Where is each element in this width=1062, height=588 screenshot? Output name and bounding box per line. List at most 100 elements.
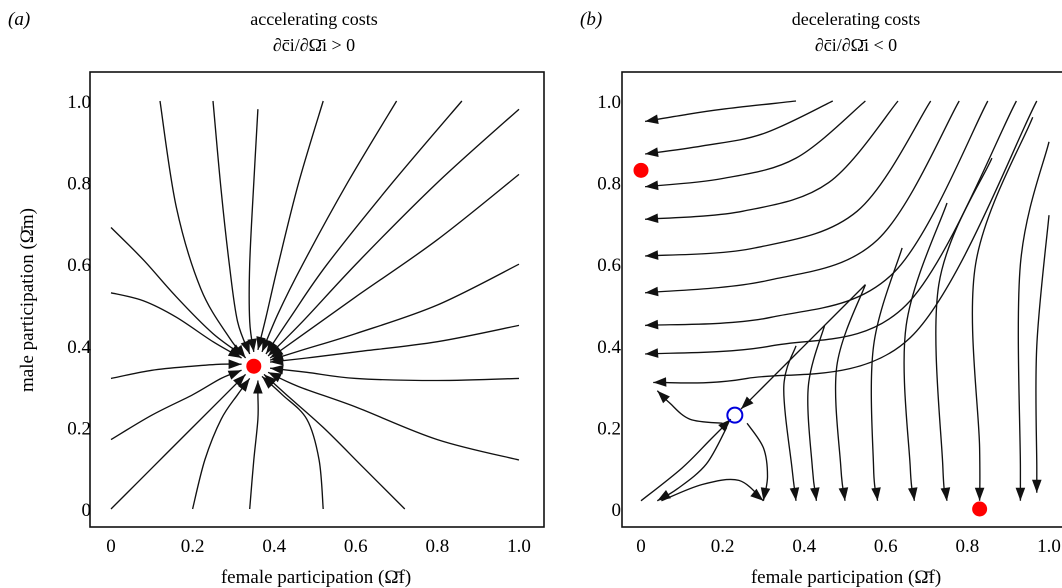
- streamline-a-18: [110, 363, 242, 380]
- streamline-b-0: [644, 100, 797, 123]
- x-tick-label-a-0: 0: [106, 536, 116, 557]
- arrowhead-a-18: [228, 359, 242, 369]
- arrowhead-a-9: [270, 355, 284, 366]
- arrowhead-b-7: [645, 348, 659, 358]
- arrowhead-b-17: [838, 487, 849, 501]
- streamline-a-2: [248, 109, 259, 352]
- streamline-a-4: [261, 100, 398, 353]
- arrowhead-a-16: [233, 374, 246, 387]
- panel-a-y-axis-label: male participation (Ω̄m): [17, 208, 38, 392]
- panel-a-streamlines: [110, 100, 520, 510]
- streamline-a-1: [212, 100, 251, 355]
- streamline-b-4: [645, 100, 932, 257]
- y-tick-label-a-0: 0: [82, 500, 92, 521]
- y-tick-label-b-5: 1.0: [597, 92, 621, 113]
- arrowhead-b-14: [750, 488, 764, 501]
- panel-a-plot-frame: [89, 71, 545, 528]
- streamline-a-14: [249, 380, 259, 510]
- streamline-b-16: [807, 325, 826, 501]
- arrowhead-a-20: [230, 344, 244, 356]
- streamline-a-8: [269, 263, 520, 361]
- streamline-a-17: [110, 369, 242, 441]
- streamline-a-13: [261, 375, 324, 510]
- streamline-a-20: [110, 227, 244, 357]
- streamline-b-15: [783, 345, 797, 501]
- arrowhead-b-15: [789, 487, 800, 501]
- arrowhead-b-5: [645, 286, 659, 297]
- x-tick-label-b-0: 0: [636, 536, 646, 557]
- arrowhead-a-14: [253, 380, 263, 394]
- streamline-a-6: [267, 108, 520, 357]
- arrowhead-b-10: [741, 396, 754, 409]
- arrowhead-b-16: [810, 487, 820, 501]
- streamline-a-12: [263, 373, 406, 510]
- arrowhead-a-6: [268, 343, 281, 356]
- streamline-b-19: [903, 202, 948, 501]
- streamline-b-23: [1035, 215, 1050, 493]
- arrowhead-b-4: [645, 250, 659, 260]
- panel-b-streamlines: [640, 100, 1050, 502]
- arrowhead-b-22: [1015, 487, 1026, 501]
- panel-b-plot-frame: [621, 71, 1062, 528]
- y-tick-label-b-2: 0.4: [597, 337, 621, 358]
- streamline-b-1: [645, 100, 834, 155]
- arrowhead-b-6: [645, 319, 659, 330]
- y-tick-label-a-4: 0.8: [67, 174, 91, 195]
- arrowhead-b-23: [1032, 479, 1042, 493]
- arrowhead-a-10: [270, 364, 284, 375]
- streamline-b-10: [740, 284, 866, 410]
- arrowhead-b-2: [645, 180, 659, 191]
- x-tick-label-a-5: 1.0: [507, 536, 531, 557]
- streamline-b-12: [656, 427, 728, 502]
- streamline-a-19: [110, 292, 242, 359]
- panel-b: (b) decelerating costs ∂c̄i/∂Ω̄i < 0 0 0.…: [580, 9, 1062, 588]
- panel-a-letter: (a): [8, 9, 30, 30]
- streamline-a-11: [267, 371, 520, 461]
- x-tick-label-b-5: 1.0: [1037, 536, 1061, 557]
- arrowhead-a-1: [240, 340, 250, 354]
- y-tick-label-b-3: 0.6: [597, 255, 621, 276]
- streamline-b-3: [645, 100, 899, 220]
- arrowhead-a-11: [268, 372, 282, 383]
- streamline-a-9: [270, 324, 520, 363]
- panel-a-formula: ∂c̄i/∂Ω̄i > 0: [273, 35, 355, 55]
- y-tick-label-b-4: 0.8: [597, 174, 621, 195]
- y-tick-label-b-1: 0.2: [597, 418, 621, 439]
- y-tick-label-a-5: 1.0: [67, 92, 91, 113]
- streamline-b-22: [1017, 141, 1050, 501]
- streamline-a-15: [191, 378, 251, 510]
- y-tick-label-a-1: 0.2: [67, 418, 91, 439]
- streamline-b-14: [661, 478, 764, 502]
- streamline-a-7: [269, 173, 520, 359]
- streamline-b-8: [653, 100, 1038, 384]
- x-tick-label-a-2: 0.4: [262, 536, 286, 557]
- x-tick-label-a-4: 0.8: [426, 536, 450, 557]
- x-tick-label-b-4: 0.8: [956, 536, 980, 557]
- panel-a-x-ticks: 0 0.2 0.4 0.6 0.8 1.0: [106, 536, 531, 557]
- arrowhead-b-19: [908, 487, 918, 501]
- arrowhead-b-8: [653, 377, 667, 387]
- panel-b-x-ticks: 0 0.2 0.4 0.6 0.8 1.0: [636, 536, 1061, 557]
- saddle-point-b-2: [726, 406, 744, 424]
- stable-fixed-point-a-0: [246, 358, 262, 374]
- arrowhead-b-11: [657, 390, 670, 404]
- panel-b-formula: ∂c̄i/∂Ω̄i < 0: [815, 35, 897, 55]
- x-tick-label-a-1: 0.2: [181, 536, 205, 557]
- panel-a-x-axis-label: female participation (Ω̄f): [221, 567, 411, 588]
- stable-fixed-point-b-1: [972, 501, 988, 517]
- panel-b-letter: (b): [580, 9, 602, 30]
- panel-b-fixed-points: [633, 162, 988, 517]
- streamline-a-5: [265, 100, 463, 355]
- arrowhead-b-3: [645, 213, 659, 223]
- streamline-a-10: [270, 367, 520, 382]
- arrowhead-b-1: [645, 147, 659, 157]
- arrowhead-b-18: [871, 487, 881, 501]
- streamline-b-2: [645, 100, 866, 188]
- panel-a-fixed-points: [246, 358, 262, 374]
- y-tick-label-b-0: 0: [612, 500, 622, 521]
- panel-b-x-axis-label: female participation (Ω̄f): [751, 567, 941, 588]
- y-tick-label-a-2: 0.4: [67, 337, 91, 358]
- streamline-a-16: [110, 373, 247, 510]
- panel-a: (a) accelerating costs ∂c̄i/∂Ω̄i > 0 0 0.…: [8, 9, 545, 588]
